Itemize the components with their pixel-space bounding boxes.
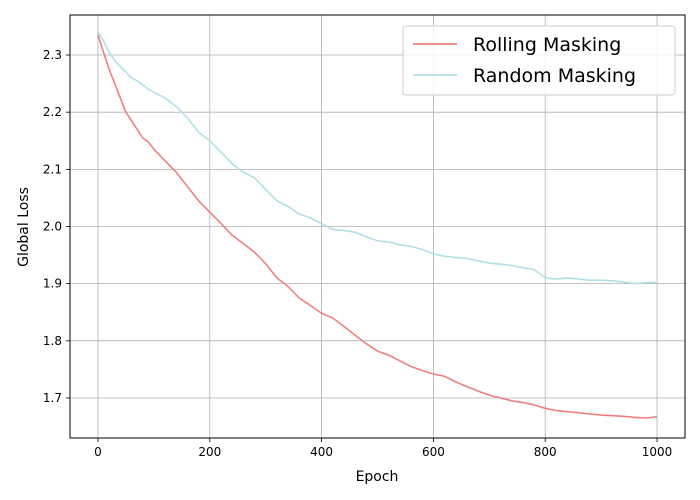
x-tick-label: 800 xyxy=(534,445,557,459)
y-axis-label: Global Loss xyxy=(16,187,32,267)
series-line-0 xyxy=(97,34,658,419)
x-tick-label: 0 xyxy=(94,445,102,459)
legend-box xyxy=(402,25,676,96)
legend-label: Rolling Masking xyxy=(473,34,621,56)
legend-label: Random Masking xyxy=(473,65,636,87)
x-axis: 0 200 400 600 800 1000 xyxy=(94,438,672,459)
x-tick-label: 200 xyxy=(198,445,221,459)
y-tick-label: 1.9 xyxy=(43,277,62,291)
y-tick-label: 2.2 xyxy=(43,105,62,119)
x-axis-label: Epoch xyxy=(356,469,399,485)
series-group xyxy=(97,31,658,419)
y-tick-label: 1.8 xyxy=(43,334,62,348)
x-tick-label: 400 xyxy=(310,445,333,459)
y-axis: 1.7 1.8 1.9 2.0 2.1 2.2 2.3 xyxy=(43,48,70,405)
y-tick-label: 1.7 xyxy=(43,391,62,405)
x-tick-label: 1000 xyxy=(642,445,673,459)
y-tick-label: 2.1 xyxy=(43,162,62,176)
x-tick-label: 600 xyxy=(422,445,445,459)
y-tick-label: 2.0 xyxy=(43,220,62,234)
legend: Rolling Masking Random Masking xyxy=(402,25,676,96)
y-tick-label: 2.3 xyxy=(43,48,62,62)
series-line-1 xyxy=(97,31,657,285)
